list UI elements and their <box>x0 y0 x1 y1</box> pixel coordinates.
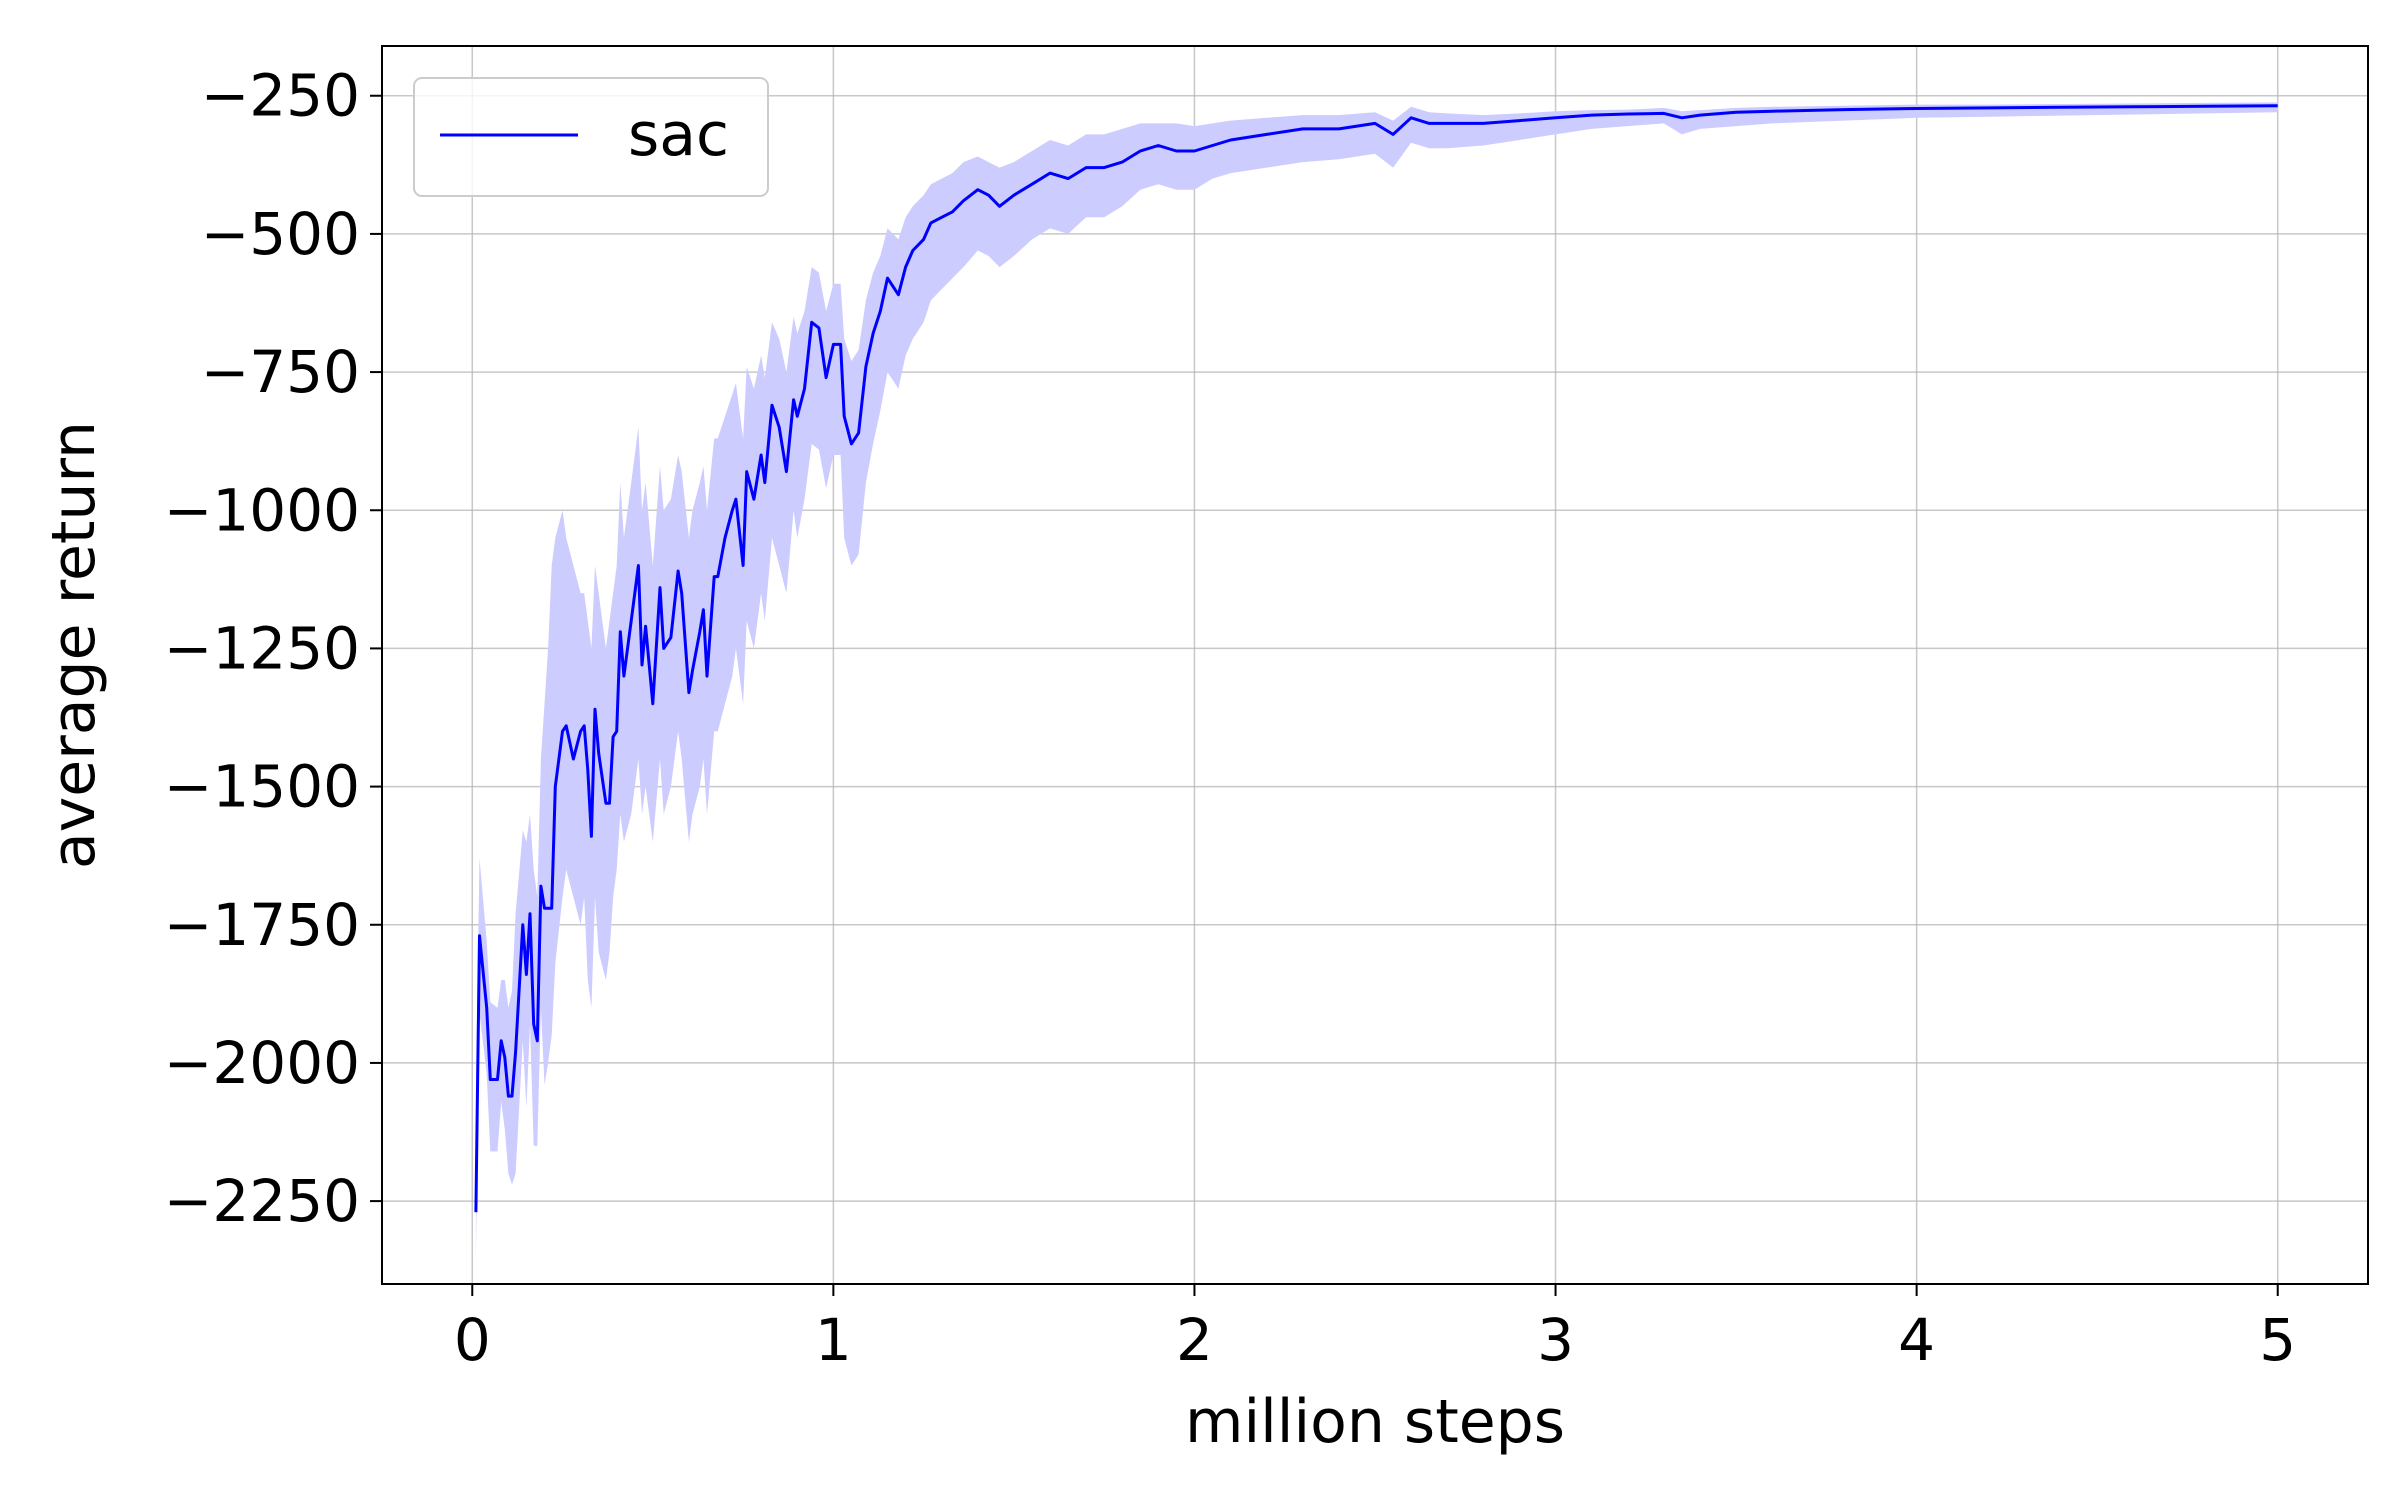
x-tick-label: 5 <box>2259 1306 2296 1374</box>
series-line-layer <box>474 104 2278 1213</box>
x-tick-label: 2 <box>1176 1306 1213 1374</box>
y-tick-label: −1000 <box>164 476 360 544</box>
legend-label-sac: sac <box>628 100 729 170</box>
x-tick-label: 3 <box>1537 1306 1574 1374</box>
y-tick-label: −1250 <box>164 614 360 682</box>
plot-frame <box>381 45 2369 1285</box>
legend-box <box>413 77 769 197</box>
y-tick-label: −2250 <box>164 1167 360 1235</box>
y-tick-label: −1500 <box>164 753 360 821</box>
y-tick-label: −250 <box>201 62 360 130</box>
y-tick-label: −2000 <box>164 1029 360 1097</box>
y-tick-label: −750 <box>201 338 360 406</box>
y-axis-label: average return <box>39 421 109 869</box>
y-tick-label: −500 <box>201 200 360 268</box>
legend: sac <box>413 77 769 197</box>
x-tick-label: 4 <box>1898 1306 1935 1374</box>
y-tick-label: −1750 <box>164 891 360 959</box>
y-axis-ticks: −250 −500 −750 −1000 −1250 −1500 −1750 −2000 −22… <box>164 62 382 1235</box>
x-axis-ticks: 0 1 2 3 4 5 <box>454 1284 2296 1374</box>
x-tick-label: 0 <box>454 1306 491 1374</box>
x-tick-label: 1 <box>815 1306 852 1374</box>
x-axis-label: million steps <box>1185 1387 1565 1457</box>
series-line-sac <box>474 104 2278 1213</box>
